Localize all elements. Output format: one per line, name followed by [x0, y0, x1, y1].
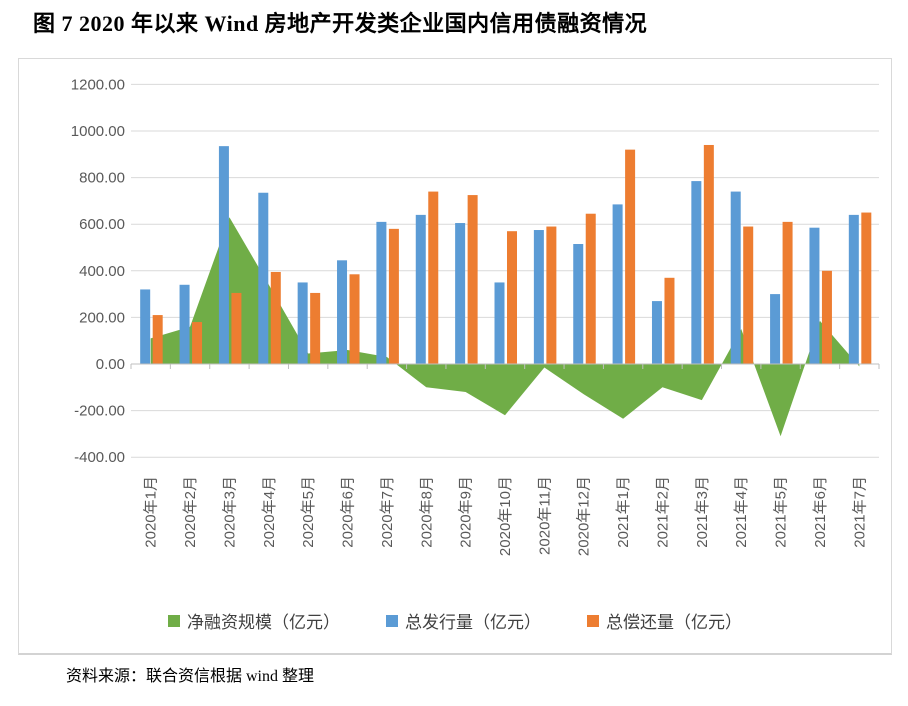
- bar-total-issuance: [770, 294, 781, 364]
- bar-total-issuance: [848, 214, 859, 364]
- x-axis-label: 2020年4月: [261, 476, 278, 548]
- bar-total-issuance: [730, 191, 741, 364]
- x-axis-label: 2020年9月: [458, 476, 475, 548]
- y-axis-label: 1000.00: [71, 123, 125, 140]
- bar-total-issuance: [415, 214, 426, 364]
- x-axis-label: 2021年4月: [733, 476, 750, 548]
- bar-total-repayment: [625, 149, 636, 364]
- bar-total-repayment: [861, 212, 872, 364]
- y-axis-label: 600.00: [79, 216, 125, 233]
- x-axis-label: 2020年2月: [182, 476, 199, 548]
- x-axis-label: 2020年8月: [418, 476, 435, 548]
- x-axis-label: 2020年3月: [221, 476, 238, 548]
- bar-total-issuance: [337, 260, 348, 364]
- legend-item-total-issuance: 总发行量（亿元）: [386, 608, 541, 633]
- bar-total-issuance: [651, 301, 662, 364]
- bar-total-repayment: [388, 228, 399, 364]
- chart-plot-area: -400.00 -200.00 0.00 200.00 400.00 600.00 800.…: [71, 76, 880, 556]
- legend-swatch-total-issuance: [386, 614, 398, 627]
- y-axis-label: -400.00: [74, 449, 125, 466]
- legend-swatch-total-repayment: [587, 614, 599, 627]
- y-axis-label: 400.00: [79, 263, 125, 280]
- legend-label: 总偿还量（亿元）: [606, 613, 742, 632]
- x-axis-label: 2021年6月: [812, 476, 829, 548]
- legend-label: 总发行量（亿元）: [405, 613, 541, 632]
- bar-total-issuance: [179, 284, 190, 364]
- x-axis-label: 2020年12月: [576, 476, 593, 556]
- x-axis-label: 2021年3月: [694, 476, 711, 548]
- bar-total-repayment: [192, 322, 203, 364]
- bar-total-repayment: [231, 292, 242, 364]
- bar-total-issuance: [218, 146, 229, 364]
- bar-total-issuance: [258, 192, 269, 364]
- legend-item-net-financing: 净融资规模（亿元）: [168, 608, 340, 633]
- bar-total-issuance: [455, 223, 466, 364]
- area-net-financing: [150, 217, 860, 437]
- bar-total-issuance: [376, 221, 387, 364]
- x-axis-label: 2020年1月: [143, 476, 160, 548]
- y-axis-label: 200.00: [79, 309, 125, 326]
- x-axis-label: 2021年7月: [851, 476, 868, 548]
- bar-total-repayment: [310, 292, 321, 364]
- y-axis-label: 0.00: [96, 356, 125, 373]
- bar-total-repayment: [349, 274, 360, 364]
- x-axis-label: 2020年10月: [497, 476, 514, 556]
- bar-total-repayment: [821, 270, 832, 364]
- bar-total-repayment: [507, 231, 517, 364]
- bar-total-issuance: [297, 282, 308, 364]
- legend-swatch-net-financing: [168, 614, 180, 627]
- x-axis-label: 2020年5月: [300, 476, 317, 548]
- bar-total-repayment: [703, 144, 714, 364]
- figure-title: 图 7 2020 年以来 Wind 房地产开发类企业国内信用债融资情况: [33, 11, 648, 36]
- chart-legend: 净融资规模（亿元） 总发行量（亿元） 总偿还量（亿元）: [19, 608, 891, 633]
- bar-total-repayment: [152, 315, 163, 364]
- chart-card: -400.00 -200.00 0.00 200.00 400.00 600.00 800.…: [18, 58, 892, 655]
- bar-total-issuance: [140, 289, 151, 364]
- bar-total-repayment: [428, 191, 439, 364]
- bar-total-issuance: [494, 282, 505, 364]
- bar-total-issuance: [809, 227, 820, 364]
- bar-total-repayment: [467, 195, 478, 364]
- bar-total-repayment: [270, 271, 281, 364]
- bar-total-issuance: [612, 204, 623, 364]
- legend-item-total-repayment: 总偿还量（亿元）: [587, 608, 742, 633]
- bar-total-issuance: [533, 230, 544, 364]
- bar-total-repayment: [743, 226, 754, 364]
- x-axis-label: 2020年6月: [340, 476, 357, 548]
- bar-total-repayment: [782, 221, 793, 364]
- bar-total-issuance: [573, 244, 584, 364]
- x-axis-label: 2021年1月: [615, 476, 632, 548]
- bar-total-repayment: [546, 226, 557, 364]
- bar-total-repayment: [585, 213, 596, 364]
- x-axis-label: 2021年2月: [654, 476, 671, 548]
- y-axis-label: 800.00: [79, 170, 125, 187]
- x-axis-label: 2021年5月: [773, 476, 790, 548]
- legend-label: 净融资规模（亿元）: [187, 613, 340, 632]
- x-axis-label: 2020年7月: [379, 476, 396, 548]
- y-axis-label: -200.00: [74, 403, 125, 420]
- bar-total-issuance: [691, 181, 702, 364]
- source-note: 资料来源：联合资信根据 wind 整理: [66, 668, 315, 685]
- y-axis-label: 1200.00: [71, 76, 125, 93]
- bar-total-repayment: [664, 277, 675, 364]
- x-axis-label: 2020年11月: [536, 476, 553, 555]
